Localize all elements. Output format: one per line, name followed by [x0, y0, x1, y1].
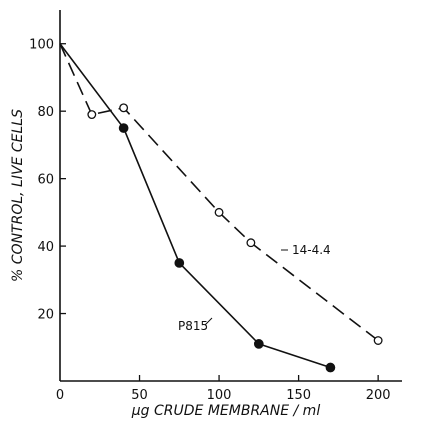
x-tick-label: 200	[366, 388, 391, 403]
x-tick-label: 50	[131, 388, 148, 403]
x-axis-title: μg CRUDE MEMBRANE / ml	[131, 403, 321, 419]
data-point	[118, 123, 129, 133]
y-tick-label: 40	[37, 240, 54, 255]
data-point	[246, 238, 256, 248]
y-axis-title: % CONTROL, LIVE CELLS	[10, 109, 26, 282]
x-tick-label: 0	[56, 388, 64, 403]
x-tick-label: 100	[207, 388, 232, 403]
series-label-14-4-4: 14-4.4	[292, 243, 331, 257]
series-line-1	[59, 43, 379, 342]
axes: 0 50 100 150 200 20 40 60 80 100	[29, 10, 402, 403]
data-point	[214, 207, 224, 217]
data-point	[87, 110, 97, 120]
x-tick-label: 150	[286, 388, 311, 403]
y-tick-label: 20	[37, 308, 54, 323]
data-point	[373, 336, 383, 345]
labels: μg CRUDE MEMBRANE / ml % CONTROL, LIVE C…	[10, 109, 331, 419]
y-tick-label: 80	[37, 105, 54, 120]
series-label-leader	[204, 317, 213, 326]
y-tick-label: 60	[37, 173, 54, 188]
data-point	[253, 339, 264, 349]
data-point	[325, 362, 336, 373]
data-point	[119, 103, 129, 113]
data-point	[174, 258, 185, 268]
y-tick-label: 100	[29, 38, 54, 53]
series-label-p815: P815	[178, 319, 208, 333]
series-layer	[59, 43, 383, 373]
